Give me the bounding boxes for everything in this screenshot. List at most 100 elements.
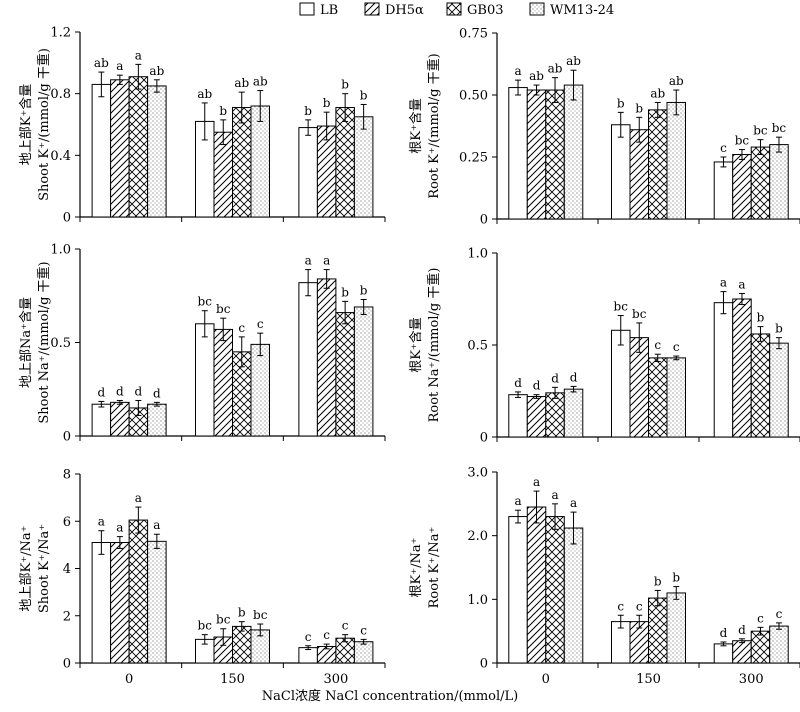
bar-lb-150 [611, 329, 631, 438]
significance-letter: a [514, 494, 521, 508]
significance-letter: bc [735, 134, 750, 148]
legend-item-dh5a: DH5α [364, 2, 424, 18]
legend-swatch-lb [299, 2, 315, 16]
bar-gb03-150 [648, 109, 668, 220]
bar-dh5a-150 [629, 129, 649, 220]
y-tick-label: 0 [63, 657, 71, 672]
significance-letter: c [757, 611, 764, 625]
y-tick-label: 1.0 [467, 593, 488, 608]
bar-dh5a-0 [110, 542, 130, 664]
bar-lb-300 [713, 643, 734, 664]
significance-letter: a [135, 491, 142, 505]
bar-dh5a-300 [732, 154, 752, 220]
bar-gb03-300 [335, 312, 355, 437]
significance-letter: ab [197, 87, 212, 101]
bar-wm13-24-0 [563, 527, 584, 664]
significance-letter: a [514, 64, 521, 78]
x-tick-label: 0 [542, 672, 550, 687]
y-tick-label: 1.2 [50, 26, 71, 41]
significance-letter: c [720, 141, 727, 155]
significance-letter: bc [253, 608, 268, 622]
significance-letter: ab [529, 69, 544, 83]
significance-letter: b [654, 574, 662, 588]
bar-wm13-24-300 [353, 116, 374, 218]
y-tick-label: 0 [63, 211, 71, 226]
significance-letter: a [98, 515, 105, 529]
y-tick-label: 0 [63, 430, 71, 445]
bar-wm13-24-300 [353, 306, 374, 437]
significance-letter: b [672, 571, 680, 585]
bar-gb03-0 [128, 76, 149, 218]
significance-letter: c [636, 599, 643, 613]
significance-letter: ab [94, 56, 109, 70]
bar-lb-0 [508, 394, 528, 438]
y-tick-label: 0 [480, 657, 488, 672]
x-tick-label: 300 [739, 672, 764, 687]
bar-lb-0 [508, 87, 528, 220]
significance-letter: a [116, 521, 123, 535]
shared-x-axis-label: NaCl浓度 NaCl concentration/(mmol/L) [262, 688, 519, 704]
legend-item-lb: LB [299, 2, 338, 18]
significance-letter: bc [198, 619, 213, 633]
significance-letter: bc [753, 124, 768, 138]
bar-gb03-300 [335, 107, 355, 218]
significance-letter: b [617, 96, 625, 110]
bar-wm13-24-0 [147, 403, 167, 437]
significance-letter: bc [216, 302, 231, 316]
significance-letter: c [342, 619, 349, 633]
legend: LB DH5α GB03 WM13-24 [299, 2, 614, 18]
significance-letter: b [323, 96, 331, 110]
y-tick-label: 1.0 [467, 247, 488, 262]
bar-gb03-0 [545, 516, 565, 664]
significance-letter: bc [198, 295, 213, 309]
significance-letter: d [98, 385, 106, 399]
significance-letter: c [617, 599, 624, 613]
significance-letter: b [219, 104, 227, 118]
y-tick-label: 0.75 [459, 27, 488, 42]
y-tick-label: 0.25 [459, 151, 488, 166]
bar-dh5a-300 [732, 298, 752, 438]
x-tick-label: 150 [636, 672, 661, 687]
bar-dh5a-300 [732, 640, 752, 664]
significance-letter: c [654, 338, 661, 352]
y-axis-label-en: Root Na⁺/(mmol/g 干重) [426, 268, 442, 423]
legend-label-wm13-24: WM13-24 [550, 3, 614, 18]
y-tick-label: 8 [63, 468, 71, 483]
y-axis-label-zh: 地上部K⁺/Na⁺ [19, 526, 34, 612]
bar-lb-300 [713, 302, 734, 438]
significance-letter: a [738, 277, 745, 291]
bar-wm13-24-150 [666, 101, 686, 220]
bar-lb-150 [611, 124, 631, 220]
significance-letter: d [533, 379, 541, 393]
y-axis-label-zh: 根K⁺含量 [408, 98, 424, 154]
bar-dh5a-300 [316, 278, 337, 437]
y-tick-label: 3.0 [467, 466, 488, 481]
y-tick-label: 2.0 [467, 529, 488, 544]
significance-letter: bc [772, 121, 787, 135]
bar-lb-150 [195, 323, 215, 437]
significance-letter: c [238, 321, 245, 335]
legend-swatch-wm13-24 [529, 2, 545, 16]
significance-letter: a [305, 254, 312, 268]
significance-letter: d [551, 371, 559, 385]
y-tick-label: 0.50 [459, 89, 488, 104]
bar-dh5a-0 [526, 506, 547, 664]
significance-letter: d [570, 370, 578, 384]
y-axis-label-en: Root K⁺/(mmol/g 干重) [426, 53, 442, 198]
legend-label-dh5a: DH5α [385, 3, 424, 18]
significance-letter: a [116, 59, 123, 73]
bar-gb03-300 [750, 333, 771, 438]
significance-letter: bc [614, 300, 629, 314]
y-tick-label: 6 [63, 515, 71, 530]
significance-letter: c [360, 623, 367, 637]
y-axis-label-zh: 地上部K⁺含量 [18, 84, 34, 166]
y-tick-label: 0.5 [50, 336, 71, 351]
bar-gb03-150 [232, 107, 252, 218]
bar-lb-0 [508, 516, 528, 664]
y-axis-label-zh: 地上部Na⁺含量 [18, 297, 34, 388]
significance-letter: bc [216, 613, 231, 627]
